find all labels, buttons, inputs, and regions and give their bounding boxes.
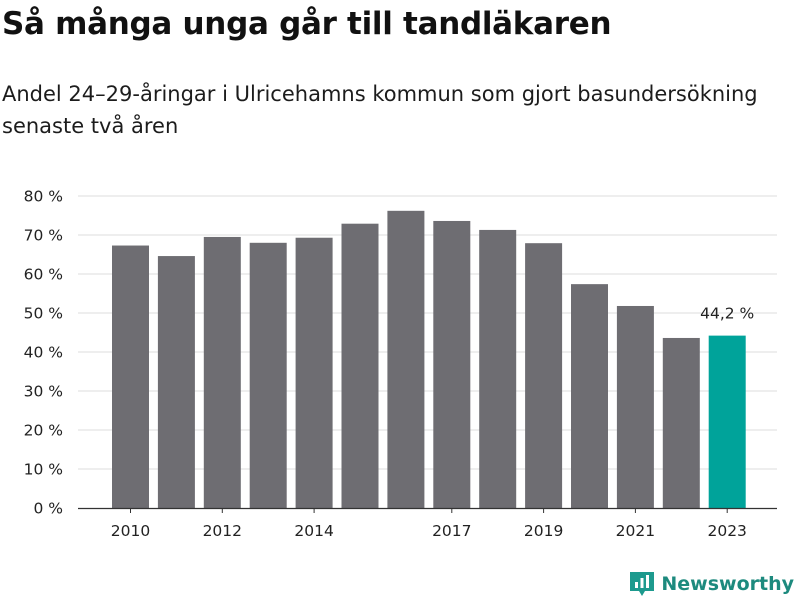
chart-subtitle: Andel 24–29-åringar i Ulricehamns kommun… bbox=[2, 82, 758, 138]
y-tick-label: 30 % bbox=[24, 383, 63, 401]
data-label: 44,2 % bbox=[700, 305, 754, 323]
bar bbox=[433, 220, 471, 508]
x-tick-label: 2019 bbox=[524, 522, 563, 540]
chart-title: Så många unga går till tandläkaren bbox=[2, 6, 612, 42]
bar bbox=[203, 236, 241, 508]
y-tick-label: 20 % bbox=[24, 422, 63, 440]
y-tick-label: 0 % bbox=[33, 500, 63, 518]
x-tick-label: 2021 bbox=[616, 522, 655, 540]
y-tick-label: 70 % bbox=[24, 227, 63, 245]
y-tick-label: 10 % bbox=[24, 461, 63, 479]
bar bbox=[112, 245, 149, 508]
bar bbox=[525, 243, 563, 508]
bar bbox=[662, 337, 700, 508]
x-tick-label: 2012 bbox=[203, 522, 242, 540]
bar bbox=[479, 229, 517, 508]
y-tick-label: 80 % bbox=[24, 188, 63, 206]
bar bbox=[295, 237, 333, 509]
y-tick-label: 50 % bbox=[24, 305, 63, 323]
brand-name: Newsworthy bbox=[661, 573, 794, 595]
x-tick-label: 2014 bbox=[294, 522, 333, 540]
y-tick-label: 40 % bbox=[24, 344, 63, 362]
y-tick-label: 60 % bbox=[24, 266, 63, 284]
x-tick-label: 2010 bbox=[111, 522, 150, 540]
bar bbox=[341, 223, 379, 508]
newsworthy-logo-icon bbox=[630, 572, 655, 596]
x-tick-label: 2023 bbox=[707, 522, 746, 540]
bar bbox=[616, 305, 654, 508]
bar-highlight bbox=[708, 335, 746, 508]
bar bbox=[571, 284, 608, 508]
x-tick-label: 2017 bbox=[432, 522, 471, 540]
bar bbox=[157, 256, 195, 508]
brand: Newsworthy bbox=[629, 568, 794, 600]
bar bbox=[387, 210, 425, 508]
bar bbox=[249, 242, 287, 509]
